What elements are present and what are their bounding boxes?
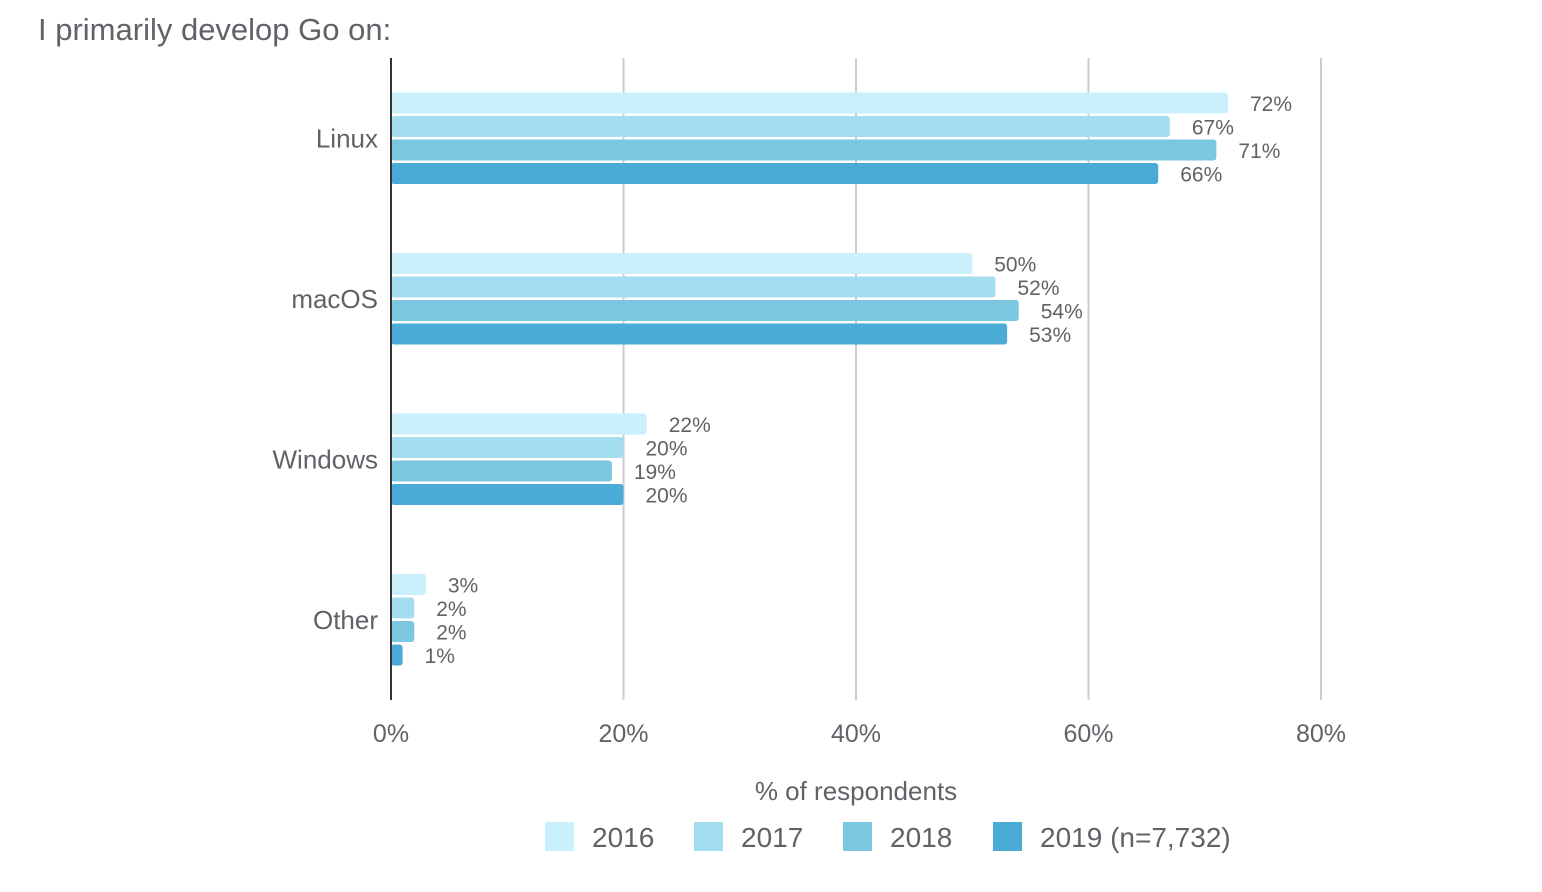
- data-label: 52%: [1018, 277, 1060, 300]
- category-label: Windows: [273, 444, 378, 474]
- bar: [391, 621, 415, 642]
- data-label: 71%: [1238, 140, 1280, 163]
- data-label: 66%: [1180, 164, 1222, 187]
- bars-layer: [391, 92, 1228, 666]
- bar: [391, 597, 415, 619]
- bar: [391, 276, 996, 298]
- data-label: 54%: [1041, 301, 1083, 324]
- data-label: 67%: [1192, 117, 1234, 140]
- legend-label: 2018: [890, 822, 952, 853]
- legend-label: 2019 (n=7,732): [1040, 822, 1231, 853]
- data-label: 22%: [669, 414, 711, 437]
- legend-swatch: [545, 822, 574, 851]
- data-label: 19%: [634, 461, 676, 484]
- category-label: Other: [313, 605, 378, 635]
- bar: [391, 437, 624, 458]
- data-label: 53%: [1029, 324, 1071, 347]
- bar: [391, 300, 1019, 321]
- x-tick-label: 0%: [373, 720, 409, 748]
- data-label: 2%: [436, 598, 466, 621]
- data-label: 50%: [994, 254, 1036, 277]
- x-axis-title: % of respondents: [755, 776, 957, 806]
- bar: [391, 413, 647, 435]
- chart-title: I primarily develop Go on:: [38, 12, 392, 47]
- bar: [391, 574, 426, 595]
- x-tick-label: 40%: [831, 720, 881, 748]
- legend-swatch: [694, 822, 723, 851]
- x-tick-label: 60%: [1063, 720, 1113, 748]
- labels-layer: 0% 20% 40% 60% 80%Linux72%67%71%66%macOS50%5…: [273, 93, 1347, 748]
- category-label: macOS: [291, 284, 378, 314]
- bar: [391, 253, 973, 274]
- data-label: 72%: [1250, 93, 1292, 116]
- x-tick-label: 20%: [598, 720, 648, 748]
- legend: 2016 2017 2018 2019 (n=7,732): [545, 822, 1231, 853]
- x-tick-label: 80%: [1296, 720, 1346, 748]
- data-label: 2%: [436, 622, 466, 645]
- bar: [391, 644, 403, 666]
- legend-swatch: [993, 822, 1022, 851]
- bar: [391, 323, 1008, 345]
- data-label: 3%: [448, 575, 478, 598]
- bar: [391, 139, 1217, 161]
- bar: [391, 92, 1228, 114]
- data-label: 1%: [425, 645, 455, 668]
- bar: [391, 484, 624, 505]
- category-label: Linux: [316, 123, 378, 153]
- data-label: 20%: [646, 438, 688, 461]
- legend-label: 2017: [741, 822, 803, 853]
- legend-label: 2016: [592, 822, 654, 853]
- bar: [391, 116, 1170, 137]
- bar: [391, 163, 1159, 184]
- bar: [391, 460, 612, 482]
- data-label: 20%: [646, 485, 688, 508]
- legend-swatch: [843, 822, 872, 851]
